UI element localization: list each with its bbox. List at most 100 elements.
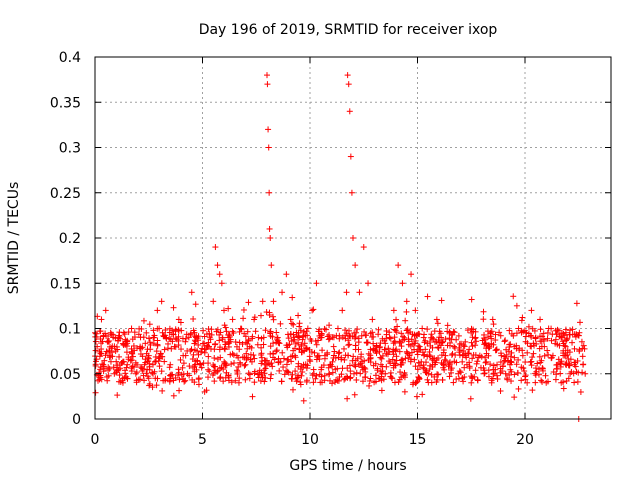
data-point-background (468, 339, 475, 346)
data-point-background (222, 360, 229, 367)
data-point-background (458, 340, 465, 347)
data-point-background (464, 350, 471, 357)
data-point-background (182, 338, 189, 345)
data-point (300, 361, 307, 368)
data-point-background (180, 360, 187, 367)
data-point-background (242, 376, 249, 383)
data-point-background (149, 384, 156, 391)
data-point-background (283, 367, 290, 374)
data-point (197, 361, 204, 368)
data-point-background (381, 346, 388, 353)
data-point-background (352, 333, 359, 340)
data-point-background (527, 359, 534, 366)
data-point-background (386, 358, 393, 365)
data-point-background (154, 341, 161, 348)
data-point-background (456, 368, 463, 375)
data-point-background (344, 395, 351, 402)
data-point-background (287, 353, 294, 360)
data-point-background (110, 364, 117, 371)
data-point-background (545, 351, 552, 358)
data-point-background (201, 346, 208, 353)
data-point-background (563, 337, 570, 344)
data-point-background (153, 382, 160, 389)
data-point-background (190, 351, 197, 358)
data-point-background (336, 335, 343, 342)
data-point-background (244, 328, 251, 335)
data-point (221, 307, 227, 314)
data-point-background (229, 350, 236, 357)
data-point-background (262, 365, 269, 372)
data-point-background (295, 360, 302, 367)
data-point-background (211, 363, 218, 370)
data-point-background (304, 332, 311, 339)
data-point-background (386, 349, 393, 356)
data-point-background (502, 337, 509, 344)
data-point (481, 370, 488, 377)
data-point-background (339, 365, 346, 372)
data-point-background (563, 378, 570, 385)
data-point-background (338, 371, 345, 378)
data-point-background (534, 360, 541, 367)
data-point-background (415, 359, 422, 366)
data-point-background (351, 391, 358, 398)
data-point-background (544, 329, 551, 336)
data-point-background (490, 362, 497, 369)
data-point (171, 343, 178, 350)
data-point-background (444, 328, 451, 335)
data-point-background (483, 358, 490, 365)
data-point-background (331, 348, 338, 355)
data-point-background (217, 329, 224, 336)
data-point (264, 72, 270, 79)
data-point-background (573, 300, 580, 307)
data-point (180, 352, 187, 359)
data-point (408, 271, 415, 278)
data-point-background (284, 344, 291, 351)
data-point-background (556, 342, 563, 349)
data-point-background (300, 348, 307, 355)
x-tick-label: 15 (409, 432, 427, 448)
data-point-background (488, 335, 495, 342)
data-point-background (480, 308, 487, 315)
data-point-background (424, 376, 431, 383)
x-tick-label: 10 (301, 432, 319, 448)
data-point-background (403, 327, 410, 334)
data-point-background (273, 339, 280, 346)
data-point-background (261, 378, 268, 385)
data-point-background (347, 368, 354, 375)
data-point-background (243, 355, 250, 362)
data-point-background (159, 329, 166, 336)
data-point (201, 388, 208, 395)
data-point-background (301, 328, 308, 335)
data-point-background (288, 320, 295, 327)
data-point-background (329, 369, 336, 376)
data-point-background (257, 377, 264, 384)
data-point-background (92, 389, 99, 396)
data-point (429, 361, 436, 368)
data-point-background (297, 381, 304, 388)
data-point-background (552, 336, 559, 343)
data-point-background (258, 344, 265, 351)
data-point-background (530, 350, 537, 357)
data-point-background (501, 353, 508, 360)
data-point (562, 352, 569, 359)
data-point-background (124, 375, 131, 382)
data-point-background (310, 379, 317, 386)
data-point-background (175, 326, 182, 333)
data-point-background (236, 339, 243, 346)
data-point-background (419, 325, 426, 332)
data-point-background (382, 340, 389, 347)
data-point-background (220, 366, 227, 373)
y-axis-label: SRMTID / TECUs (6, 182, 22, 295)
data-point-background (424, 293, 431, 300)
data-point-background (474, 376, 481, 383)
data-point-background (357, 370, 364, 377)
data-point-background (395, 379, 402, 386)
data-point-background (506, 371, 513, 378)
data-point-background (303, 328, 310, 335)
data-point (382, 370, 389, 377)
data-point-background (236, 375, 243, 382)
data-point-background (195, 341, 202, 348)
data-point-background (506, 341, 513, 348)
data-point (442, 352, 449, 359)
data-point (111, 370, 118, 377)
